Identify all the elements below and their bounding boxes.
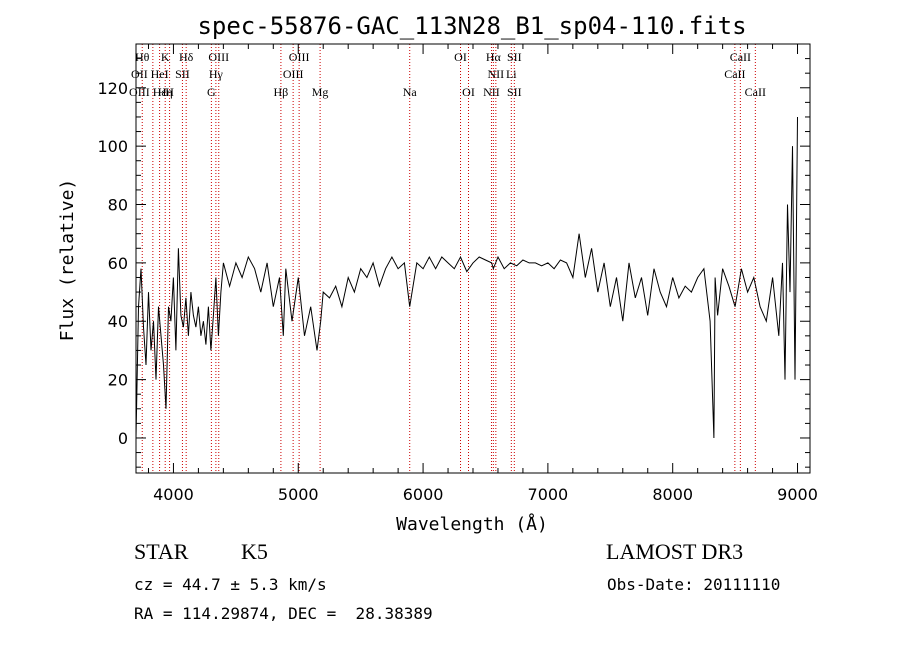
x-tick-label-0: 4000 xyxy=(153,485,194,504)
object-class: STAR xyxy=(134,539,189,564)
survey-name: LAMOST DR3 xyxy=(606,539,744,564)
line-label-2-6: Mg xyxy=(312,85,329,99)
x-tick-label-5: 9000 xyxy=(777,485,818,504)
x-tick-label-4: 8000 xyxy=(652,485,693,504)
line-label-0-2: Hδ xyxy=(179,50,194,64)
line-label-0-7: SII xyxy=(507,50,522,64)
plot-frame xyxy=(135,43,811,474)
line-label-1-4: OIII xyxy=(283,67,304,81)
x-axis-label: Wavelength (Å) xyxy=(396,513,548,535)
line-label-0-6: Hα xyxy=(486,50,502,64)
line-label-1-1: HeI xyxy=(151,67,169,81)
y-tick-label-3: 60 xyxy=(108,254,128,273)
chart-title: spec-55876-GAC_113N28_B1_sp04-110.fits xyxy=(197,12,746,40)
line-label-2-2: Hη xyxy=(158,85,173,99)
y-tick-label-5: 100 xyxy=(97,137,128,156)
line-label-2-7: Na xyxy=(403,85,418,99)
line-label-1-5: NII xyxy=(488,67,505,81)
line-label-2-9: NII xyxy=(483,85,500,99)
line-label-0-1: K xyxy=(161,50,170,64)
x-tick-label-3: 7000 xyxy=(528,485,569,504)
y-axis-label: Flux (relative) xyxy=(57,179,78,342)
line-label-1-0: OII xyxy=(131,67,148,81)
x-tick-label-2: 6000 xyxy=(403,485,444,504)
spectral-line-labels: Hθ K Hδ OIII OIII OI Hα SII CaII OII HeI SII Hγ OIII N… xyxy=(129,50,766,99)
spectral-line-markers xyxy=(141,44,756,473)
line-label-0-3: OIII xyxy=(208,50,229,64)
line-label-0-5: OI xyxy=(454,50,467,64)
y-tick-label-4: 80 xyxy=(108,196,128,215)
spectrum-line xyxy=(135,116,798,439)
coordinates: RA = 114.29874, DEC = 28.38389 xyxy=(134,604,433,623)
line-label-2-0: OIII xyxy=(129,85,150,99)
x-tick-label-1: 5000 xyxy=(278,485,319,504)
line-label-1-3: Hγ xyxy=(209,67,224,81)
y-tick-label-0: 0 xyxy=(118,429,128,448)
y-axis: 0 20 40 60 80 100 120 xyxy=(97,58,810,468)
y-tick-label-1: 20 xyxy=(108,371,128,390)
observation-date: Obs-Date: 20111110 xyxy=(607,575,781,594)
line-label-0-0: Hθ xyxy=(135,50,150,64)
line-label-2-1: Hε xyxy=(153,85,167,99)
line-label-1-2: SII xyxy=(175,67,190,81)
line-label-2-10: SII xyxy=(507,85,522,99)
line-label-1-6: Li xyxy=(506,67,517,81)
line-label-0-4: OIII xyxy=(289,50,310,64)
line-label-2-3: H xyxy=(165,85,174,99)
y-tick-label-2: 40 xyxy=(108,312,128,331)
line-label-2-11: CaII xyxy=(745,85,766,99)
y-tick-label-6: 120 xyxy=(97,79,128,98)
redshift-cz: cz = 44.7 ± 5.3 km/s xyxy=(134,575,327,594)
line-label-2-4: G xyxy=(207,85,216,99)
x-axis: 4000 5000 6000 7000 8000 9000 xyxy=(147,44,818,504)
line-label-1-7: CaII xyxy=(724,67,745,81)
line-label-2-8: OI xyxy=(462,85,475,99)
line-label-2-5: Hβ xyxy=(274,85,289,99)
object-subclass: K5 xyxy=(241,539,268,564)
line-label-0-8: CaII xyxy=(730,50,751,64)
